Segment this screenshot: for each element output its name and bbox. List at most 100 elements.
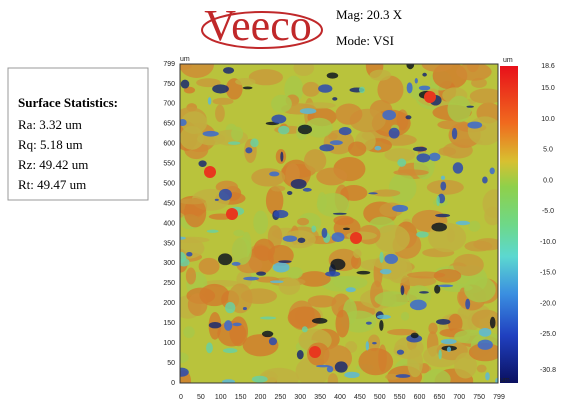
texture	[370, 70, 391, 81]
texture	[335, 310, 349, 338]
texture	[218, 253, 232, 265]
texture	[490, 167, 495, 174]
texture	[468, 116, 502, 145]
texture	[260, 316, 276, 319]
x-tick-label: 799	[493, 394, 505, 401]
texture	[186, 267, 196, 284]
texture	[485, 372, 490, 380]
texture	[333, 213, 347, 215]
texture	[411, 333, 419, 339]
texture	[436, 196, 440, 206]
x-tick-label: 150	[235, 394, 247, 401]
texture	[479, 328, 492, 337]
texture	[251, 168, 285, 186]
y-tick-label: 700	[163, 101, 175, 108]
page: Veeco Mag: 20.3 X Mode: VSI Surface Stat…	[0, 0, 578, 408]
y-tick-label: 350	[163, 240, 175, 247]
texture	[328, 373, 338, 389]
texture	[465, 299, 470, 310]
surface-map	[164, 51, 506, 393]
y-tick-label: 50	[167, 360, 175, 367]
texture	[209, 322, 222, 328]
texture	[330, 140, 343, 145]
texture	[271, 95, 292, 113]
colorbar-tick-label: 10.0	[541, 116, 555, 123]
texture	[279, 278, 300, 295]
texture	[375, 291, 410, 307]
texture	[350, 232, 362, 244]
texture	[453, 162, 463, 173]
y-tick-label: 100	[163, 340, 175, 347]
texture	[424, 91, 436, 103]
texture	[215, 199, 219, 201]
texture	[283, 235, 297, 241]
texture	[269, 337, 277, 345]
texture	[280, 152, 283, 162]
x-tick-label: 50	[197, 394, 205, 401]
x-tick-label: 550	[394, 394, 406, 401]
texture	[212, 84, 229, 93]
texture	[297, 350, 304, 359]
y-tick-label: 200	[163, 300, 175, 307]
texture	[271, 185, 285, 191]
texture	[253, 239, 274, 261]
texture	[219, 189, 232, 201]
texture	[297, 218, 309, 226]
texture	[208, 97, 211, 105]
y-tick-label: 799	[163, 61, 175, 68]
x-tick-label: 300	[294, 394, 306, 401]
texture	[235, 78, 256, 85]
texture	[332, 232, 345, 242]
texture	[316, 365, 330, 368]
x-tick-label: 350	[314, 394, 326, 401]
texture	[331, 259, 346, 270]
texture	[335, 361, 348, 372]
texture	[308, 295, 337, 307]
texture	[464, 241, 492, 252]
texture	[233, 230, 244, 237]
texture	[231, 127, 243, 141]
texture	[215, 105, 225, 122]
texture	[303, 188, 312, 192]
texture	[382, 110, 396, 120]
texture	[456, 63, 492, 81]
x-tick-label: 400	[334, 394, 346, 401]
stat-line: Rt: 49.47 um	[18, 177, 86, 192]
texture	[384, 254, 398, 264]
texture	[440, 181, 446, 190]
texture	[304, 149, 326, 172]
stat-line: Rz: 49.42 um	[18, 157, 88, 172]
texture	[358, 348, 393, 375]
texture	[278, 126, 289, 135]
texture	[471, 310, 500, 330]
texture	[389, 128, 400, 139]
texture	[311, 225, 316, 232]
texture	[223, 67, 234, 74]
texture	[436, 319, 450, 325]
texture	[401, 285, 405, 295]
texture	[269, 172, 279, 177]
texture	[438, 147, 456, 156]
texture	[466, 106, 474, 108]
texture	[416, 153, 430, 162]
y-tick-label: 500	[163, 180, 175, 187]
texture	[477, 365, 487, 373]
texture	[380, 252, 384, 263]
colorbar-tick-label: 0.0	[543, 177, 553, 184]
y-tick-label: 750	[163, 81, 175, 88]
texture	[224, 320, 232, 331]
texture	[332, 97, 337, 101]
texture	[309, 346, 321, 358]
y-tick-label: 150	[163, 320, 175, 327]
texture	[339, 127, 352, 135]
texture	[327, 72, 339, 78]
texture	[322, 228, 328, 238]
texture	[298, 125, 312, 135]
texture	[431, 223, 447, 232]
colorbar-tick-label: -20.0	[540, 300, 556, 307]
texture	[232, 262, 241, 266]
texture	[393, 169, 428, 175]
texture	[335, 104, 362, 125]
texture	[229, 316, 248, 346]
colorbar-tick-label: -30.8	[540, 367, 556, 374]
